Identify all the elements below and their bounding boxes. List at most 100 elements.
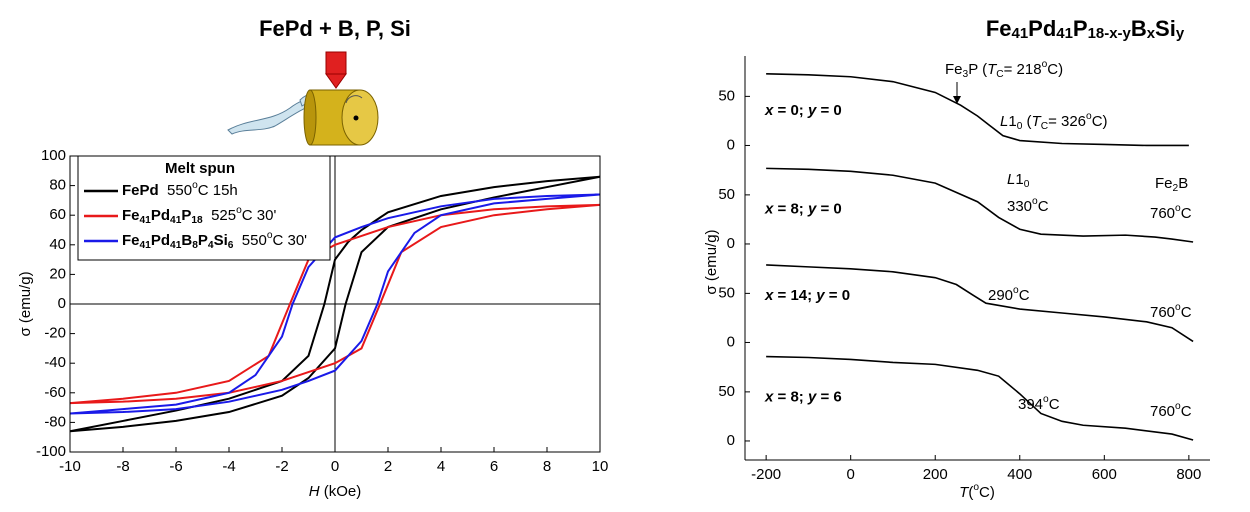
x-tick-label: -200: [751, 466, 781, 483]
text-run: 0: [1017, 121, 1023, 132]
annotation: 760oC: [1150, 401, 1192, 420]
text-run: o: [1032, 196, 1038, 207]
x-tick-label: 8: [543, 458, 551, 475]
text-run: 550: [159, 182, 192, 199]
y-tick-label: 20: [49, 265, 66, 282]
x-tick-label: 200: [923, 466, 948, 483]
text-run: = 0: [816, 201, 841, 218]
legend-box: [77, 155, 331, 261]
x-tick-label: 10: [592, 458, 609, 475]
text-run: C: [996, 69, 1003, 80]
text-run: 290: [988, 287, 1013, 304]
annotation: 760oC: [1150, 302, 1192, 321]
sigma-curve: [766, 264, 1194, 343]
text-run: 394: [1018, 396, 1043, 413]
text-run: Pd: [151, 232, 170, 249]
annotation: 290oC: [988, 285, 1030, 304]
text-run: 18-x-y: [1088, 25, 1132, 42]
text-run: Fe: [122, 207, 140, 224]
text-run: y: [1176, 25, 1185, 42]
text-run: (kOe): [320, 483, 362, 500]
text-run: o: [192, 180, 198, 191]
text-run: = 0: [816, 102, 841, 119]
y-tick-label: 50: [718, 186, 735, 203]
text-run: 760: [1150, 205, 1175, 222]
text-run: 2: [1173, 183, 1179, 194]
y-tick-label: -60: [44, 384, 66, 401]
text-run: L: [1000, 113, 1008, 130]
text-run: o: [973, 482, 979, 493]
text-run: 41: [1056, 25, 1073, 42]
text-run: Fe: [945, 61, 963, 78]
text-run: 760: [1150, 304, 1175, 321]
y-tick-label: -80: [44, 413, 66, 430]
x-tick-label: 400: [1007, 466, 1032, 483]
text-run: o: [1043, 394, 1049, 405]
text-run: C 30': [272, 232, 307, 249]
text-run: y: [807, 389, 817, 406]
plot-frame: [69, 155, 601, 453]
text-run: T: [959, 484, 970, 501]
chart-title: FePd + B, P, Si: [259, 16, 411, 41]
text-run: o: [1175, 302, 1181, 313]
melt-spinner-illustration: [227, 51, 379, 146]
annotation: 760oC: [1150, 203, 1192, 222]
text-run: C: [1019, 287, 1030, 304]
panel-label: x = 0; y = 0: [764, 102, 842, 119]
y-tick-label: 100: [41, 147, 66, 164]
y-tick-label: 50: [718, 284, 735, 301]
x-tick-label: -10: [59, 458, 81, 475]
x-axis-label: H (kOe): [309, 483, 362, 500]
text-run: 8: [192, 240, 198, 251]
text-run: FePd: [122, 182, 159, 199]
x-tick-label: -6: [169, 458, 182, 475]
text-run: = 6: [816, 389, 841, 406]
text-run: C): [1047, 61, 1063, 78]
y-tick-label: 50: [718, 383, 735, 400]
text-run: C): [979, 484, 995, 501]
text-run: o: [1042, 59, 1048, 70]
text-run: C: [1181, 205, 1192, 222]
text-run: P (: [968, 61, 987, 78]
text-run: o: [1175, 401, 1181, 412]
annotation: 330oC: [1007, 196, 1049, 215]
y-tick-label: 0: [727, 333, 735, 350]
y-tick-label: -20: [44, 325, 66, 342]
text-run: o: [1013, 285, 1019, 296]
text-run: P: [198, 232, 208, 249]
text-run: C: [1181, 403, 1192, 420]
text-run: 330: [1007, 198, 1032, 215]
text-run: = 0;: [773, 102, 808, 119]
text-run: 1: [1015, 171, 1023, 188]
text-run: 41: [140, 240, 152, 251]
y-tick-label: 80: [49, 177, 66, 194]
text-run: o: [267, 230, 273, 241]
text-run: x: [1147, 25, 1156, 42]
y-tick-label: 0: [727, 235, 735, 252]
arrow-head: [953, 96, 961, 104]
text-run: Fe: [986, 16, 1012, 41]
text-run: C: [1049, 396, 1060, 413]
text-run: = 218: [1004, 61, 1042, 78]
text-run: B: [1131, 16, 1147, 41]
x-tick-label: 6: [490, 458, 498, 475]
text-run: o: [1175, 203, 1181, 214]
text-run: = 8;: [773, 389, 808, 406]
y-tick-label: 40: [49, 236, 66, 253]
text-run: (: [1022, 113, 1031, 130]
sigma-curve: [766, 167, 1194, 243]
text-run: P: [1073, 16, 1088, 41]
text-run: Si: [1155, 16, 1176, 41]
text-run: o: [236, 205, 242, 216]
text-run: 550: [233, 232, 266, 249]
text-run: L: [1007, 171, 1015, 188]
text-run: x: [764, 102, 774, 119]
legend-label: Fe41Pd41B8P4Si6 550oC 30': [122, 230, 307, 251]
text-run: x: [764, 287, 774, 304]
x-tick-label: -4: [222, 458, 235, 475]
text-run: = 0: [825, 287, 850, 304]
text-run: C 15h: [198, 182, 238, 199]
text-run: B: [1178, 175, 1188, 192]
text-run: 6: [228, 240, 234, 251]
text-run: 760: [1150, 403, 1175, 420]
